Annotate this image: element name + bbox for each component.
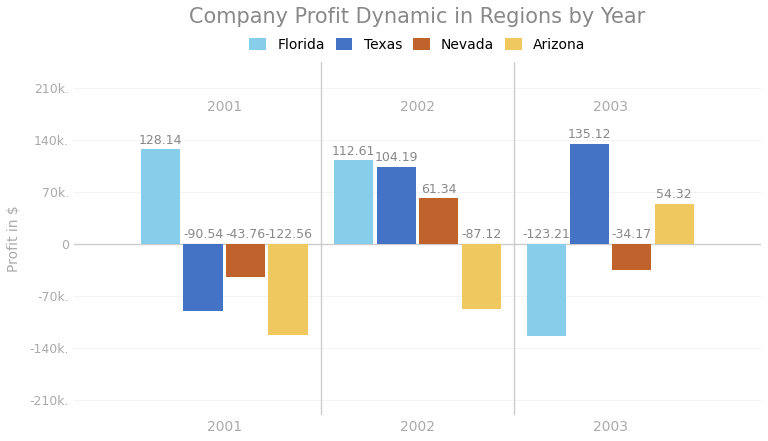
- Text: 61.34: 61.34: [421, 183, 456, 196]
- Text: 2001: 2001: [207, 100, 242, 114]
- Bar: [462, 244, 501, 309]
- Bar: [376, 167, 415, 244]
- Bar: [141, 149, 180, 244]
- Text: -123.21: -123.21: [523, 228, 571, 241]
- Text: 135.12: 135.12: [568, 128, 611, 142]
- Bar: [419, 198, 458, 244]
- Bar: [226, 244, 265, 277]
- Bar: [570, 144, 609, 244]
- Text: 104.19: 104.19: [374, 151, 418, 164]
- Bar: [654, 204, 694, 244]
- Legend: Florida, Texas, Nevada, Arizona: Florida, Texas, Nevada, Arizona: [245, 34, 590, 56]
- Text: 128.14: 128.14: [139, 134, 182, 146]
- Bar: [269, 244, 307, 335]
- Text: 2002: 2002: [400, 100, 435, 114]
- Text: -122.56: -122.56: [264, 228, 312, 241]
- Bar: [527, 244, 566, 336]
- Text: -34.17: -34.17: [611, 228, 652, 241]
- Text: 112.61: 112.61: [332, 145, 376, 158]
- Text: -90.54: -90.54: [183, 228, 223, 241]
- Text: -43.76: -43.76: [226, 228, 266, 241]
- Text: -87.12: -87.12: [461, 228, 502, 241]
- Title: Company Profit Dynamic in Regions by Year: Company Profit Dynamic in Regions by Yea…: [189, 7, 645, 27]
- Bar: [612, 244, 651, 269]
- Text: 2003: 2003: [593, 100, 628, 114]
- Text: 54.32: 54.32: [657, 188, 692, 202]
- Y-axis label: Profit in $: Profit in $: [7, 205, 21, 272]
- Bar: [184, 244, 223, 311]
- Bar: [334, 161, 373, 244]
